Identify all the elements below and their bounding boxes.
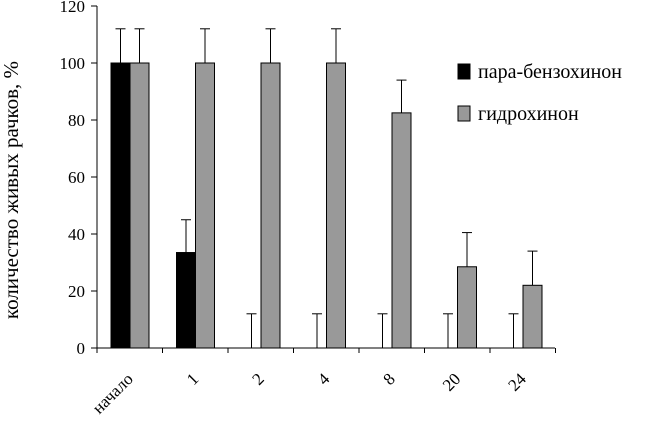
bar-series2 <box>260 62 281 349</box>
bar-series1 <box>110 62 131 349</box>
x-tick-label: 1 <box>183 369 202 388</box>
y-tick-label: 60 <box>68 168 85 187</box>
x-tick-label: 8 <box>379 369 398 388</box>
bars <box>110 62 543 349</box>
x-tick-label: 4 <box>314 369 334 389</box>
y-tick-label: 80 <box>68 111 85 130</box>
y-ticks: 0 20 40 60 80 100 120 <box>60 0 97 358</box>
y-tick-label: 100 <box>60 54 86 73</box>
y-tick-label: 20 <box>68 282 85 301</box>
error-bars <box>115 28 538 348</box>
bar-series2 <box>391 112 412 349</box>
x-tick-label: 24 <box>504 369 530 395</box>
bar-series1 <box>176 252 196 349</box>
bar-series2 <box>129 62 150 349</box>
bar-series2 <box>326 62 346 349</box>
y-tick-label: 40 <box>68 225 85 244</box>
x-ticks: начало 1 2 4 8 20 24 <box>89 348 556 418</box>
bar-series2 <box>457 266 477 349</box>
bar-series2 <box>195 62 215 349</box>
y-tick-label: 0 <box>77 339 86 358</box>
x-tick-label: 20 <box>439 369 464 394</box>
legend: пара-бензохинон гидрохинон <box>457 61 622 125</box>
y-axis-title: количество живых рачков, % <box>0 61 23 319</box>
y-tick-label: 120 <box>60 0 86 16</box>
x-tick-label: 2 <box>248 369 267 388</box>
legend-label: пара-бензохинон <box>478 61 622 83</box>
legend-swatch <box>457 105 471 122</box>
bar-series2 <box>522 284 543 349</box>
legend-label: гидрохинон <box>478 103 579 125</box>
x-tick-label: начало <box>89 369 137 417</box>
legend-swatch <box>457 63 471 80</box>
